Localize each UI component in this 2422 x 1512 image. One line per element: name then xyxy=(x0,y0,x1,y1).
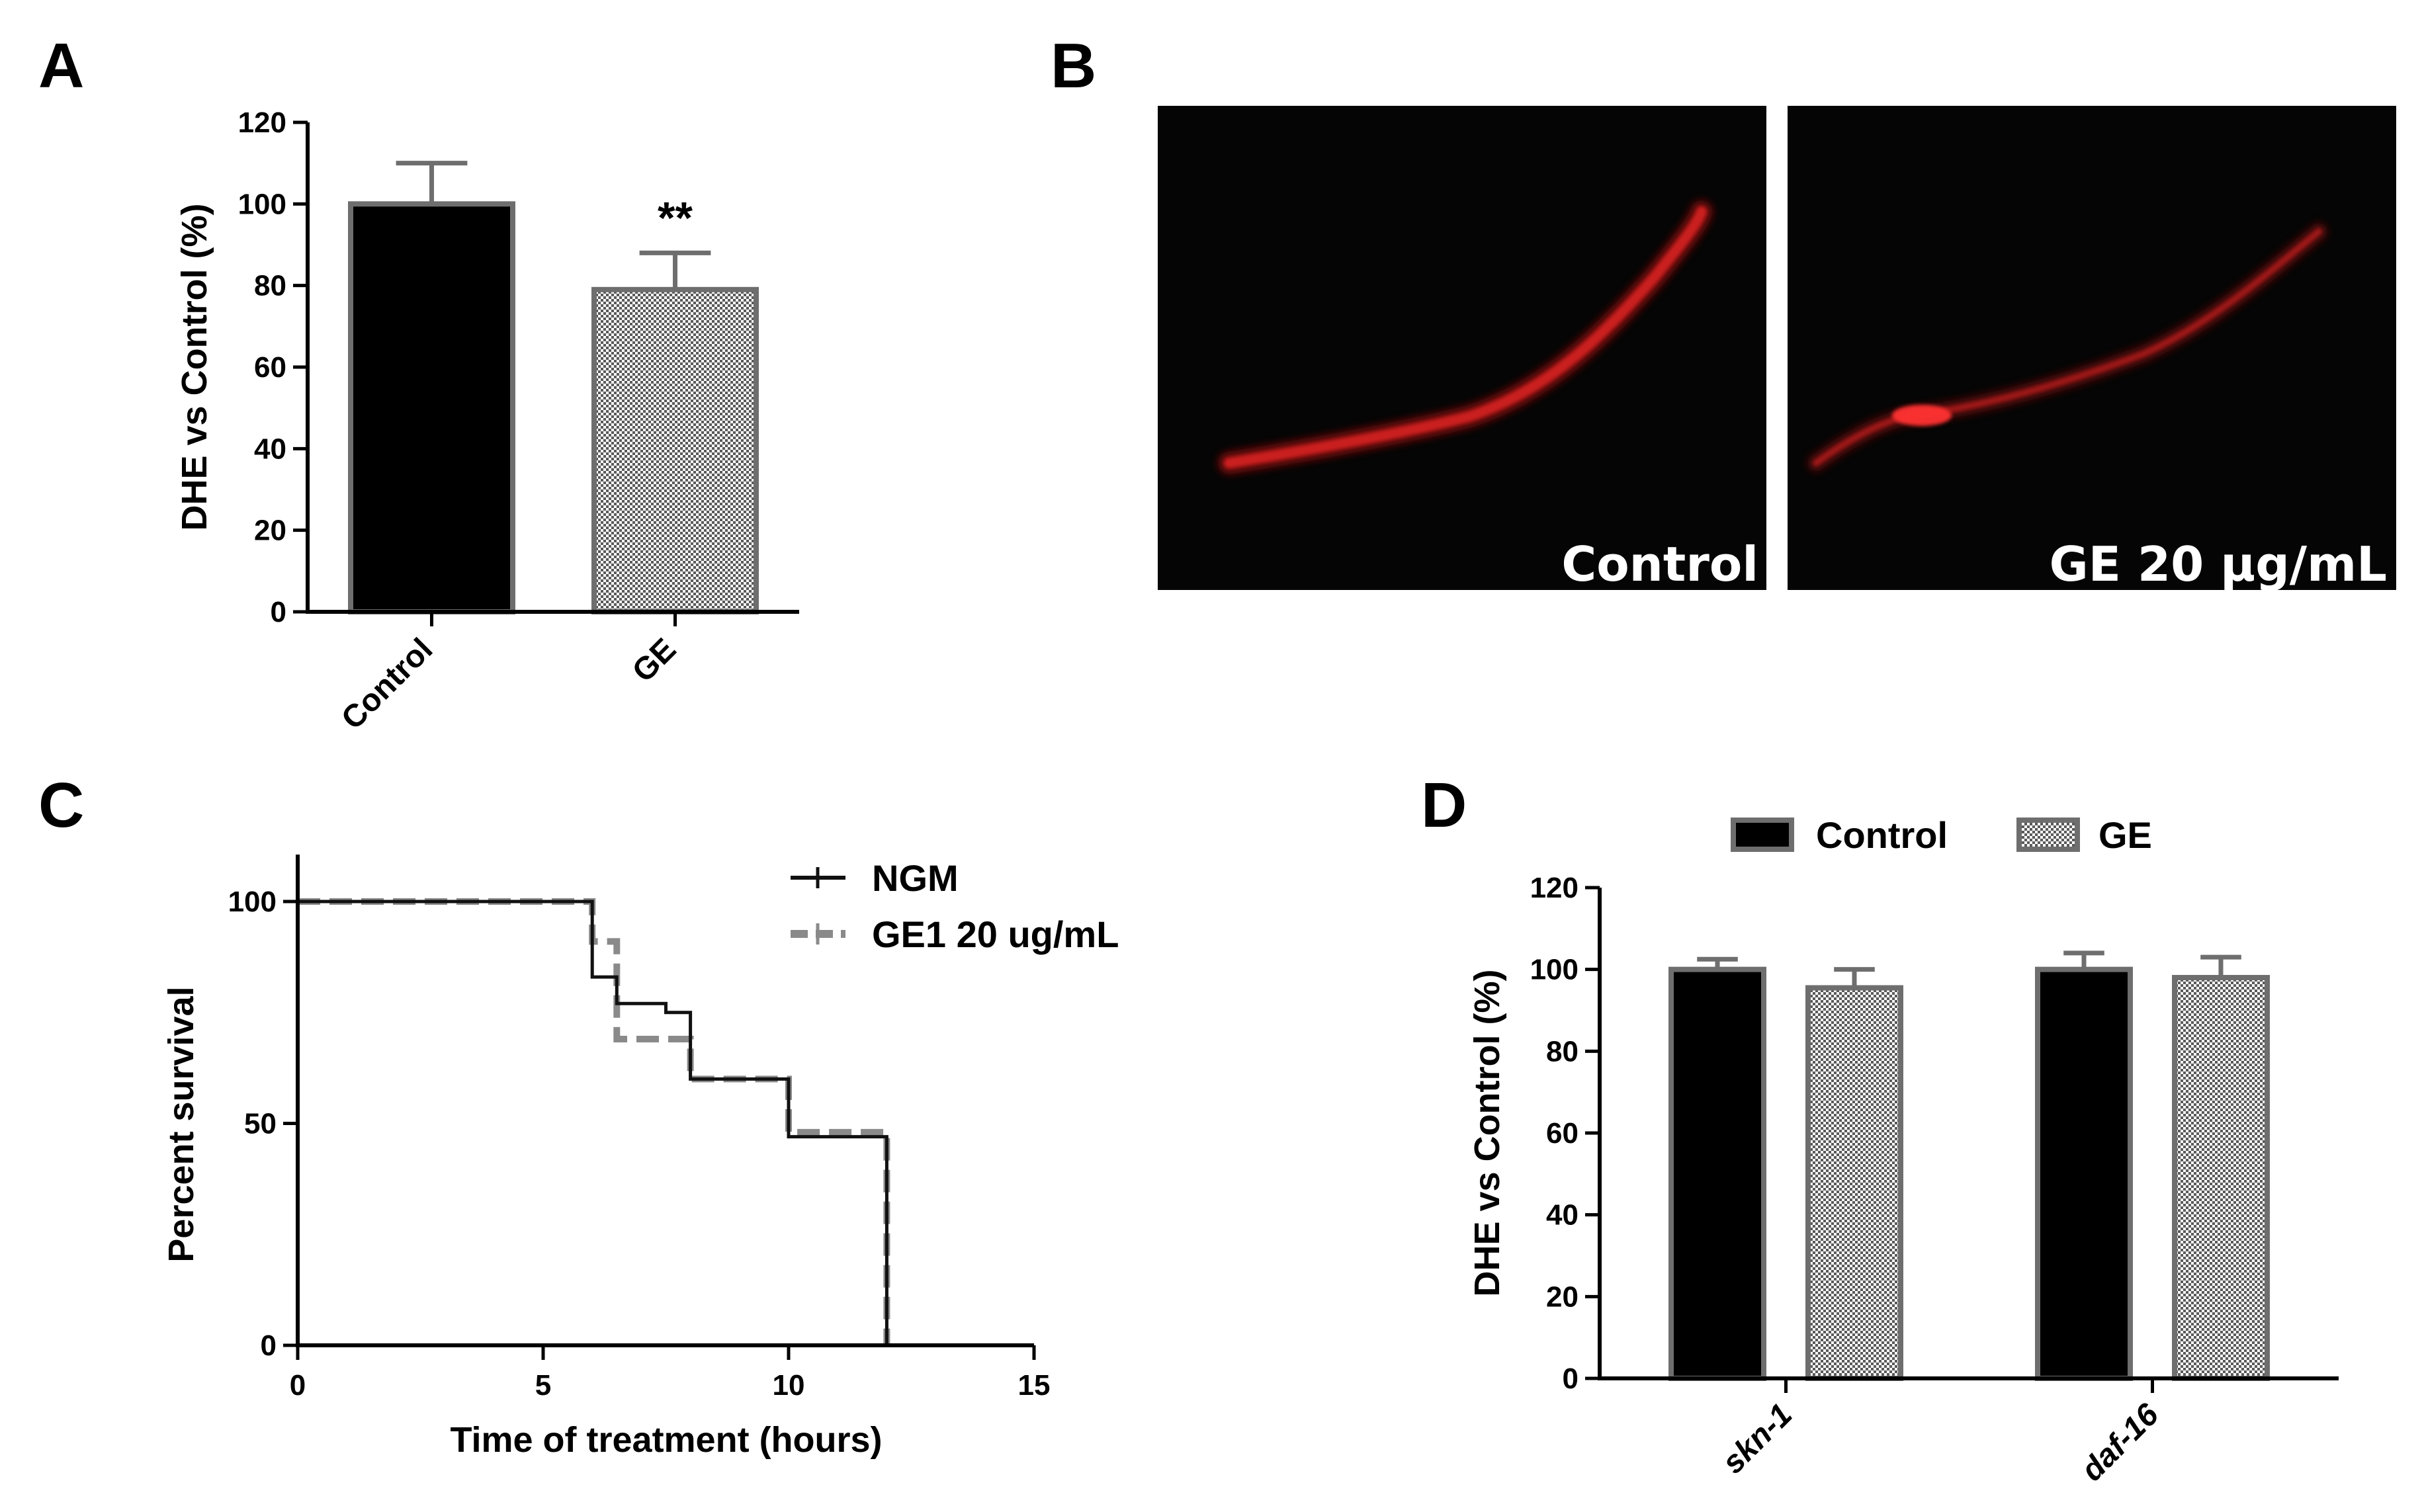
chart-a-y-tick-label-120: 120 xyxy=(238,106,286,139)
chart-d-skn-1-ge-bar xyxy=(1805,985,1903,1382)
chart-a-y-tick-label-0: 0 xyxy=(271,596,286,628)
chart-c-legend: NGM GE1 20 ug/mL xyxy=(791,857,1119,955)
chart-d-y-tick-label-40: 40 xyxy=(1546,1199,1579,1232)
chart-d-y-tick-label-120: 120 xyxy=(1530,872,1579,904)
chart-d-y-ticks: 0 20 40 60 80 100 120 xyxy=(1530,872,1600,1395)
chart-a-bars: ** xyxy=(348,161,759,615)
chart-c-x-tick-label-5: 5 xyxy=(535,1369,551,1402)
legend-ge1-label: GE1 20 ug/mL xyxy=(872,913,1119,955)
panel-letter-b: B xyxy=(1051,30,1096,101)
chart-a-x-tick-label-control: Control xyxy=(335,632,439,736)
chart-a-y-tick-label-40: 40 xyxy=(254,433,286,465)
chart-c-series-lines xyxy=(298,898,890,1345)
micrograph-ge-caption: GE 20 µg/mL xyxy=(2050,536,2387,592)
legend-control-swatch xyxy=(1731,818,1794,852)
worm-ge-body xyxy=(1813,228,2322,466)
chart-d-y-tick-label-20: 20 xyxy=(1546,1281,1579,1313)
chart-c-y-axis-title: Percent survival xyxy=(161,986,201,1262)
chart-c-x-tick-label-15: 15 xyxy=(1018,1369,1051,1402)
chart-d-x-ticks: skn-1 daf-16 xyxy=(1715,1378,2165,1488)
chart-c-y-tick-label-50: 50 xyxy=(244,1108,277,1140)
legend-ge-swatch xyxy=(2016,818,2080,852)
chart-d-daf-16-ge-bar xyxy=(2172,975,2270,1381)
chart-d-daf-16-control-bar xyxy=(2035,966,2133,1381)
chart-a-y-ticks: 0 20 40 60 80 100 120 xyxy=(238,106,308,628)
chart-c-y-tick-label-100: 100 xyxy=(228,886,277,918)
chart-c-y-ticks: 0 50 100 xyxy=(228,886,298,1362)
chart-a: ** 0 20 40 60 80 100 120 Control GE DHE vs Cont… xyxy=(175,106,799,736)
panel-b-images: Control GE 20 µg/mL xyxy=(1158,106,2396,592)
chart-a-ge-bar xyxy=(591,286,759,614)
chart-d: 0 20 40 60 80 100 120 skn-1 daf-16 DHE vs Contr… xyxy=(1467,814,2339,1488)
chart-a-y-tick-label-60: 60 xyxy=(254,351,286,384)
micrograph-control: Control xyxy=(1158,106,1766,592)
chart-d-y-axis-title: DHE vs Control (%) xyxy=(1467,969,1507,1296)
worm-control-body xyxy=(1224,206,1707,468)
panel-letter-a: A xyxy=(38,30,84,101)
chart-a-x-tick-label-ge: GE xyxy=(626,632,683,689)
chart-d-x-tick-label-skn-1: skn-1 xyxy=(1715,1397,1799,1480)
chart-d-legend: Control GE xyxy=(1731,814,2152,856)
chart-d-skn-1-control-bar xyxy=(1668,966,1766,1381)
micrograph-ge-background xyxy=(1788,106,2396,590)
micrograph-ge: GE 20 µg/mL xyxy=(1788,106,2396,592)
chart-a-control-bar xyxy=(348,201,515,615)
chart-c-x-tick-label-0: 0 xyxy=(290,1369,306,1402)
legend-control-label: Control xyxy=(1816,814,1948,856)
chart-d-y-tick-label-0: 0 xyxy=(1563,1363,1579,1395)
chart-c-x-tick-label-10: 10 xyxy=(773,1369,805,1402)
micrograph-control-caption: Control xyxy=(1561,536,1758,592)
chart-a-y-axis-title: DHE vs Control (%) xyxy=(175,203,214,530)
chart-c-x-axis-title: Time of treatment (hours) xyxy=(450,1420,882,1460)
panel-letter-c: C xyxy=(38,770,84,841)
chart-c-axes xyxy=(296,855,1034,1347)
chart-d-y-tick-label-60: 60 xyxy=(1546,1117,1579,1150)
worm-ge-head-spot xyxy=(1892,405,1952,426)
chart-a-significance-ge: ** xyxy=(658,192,693,243)
chart-d-bars xyxy=(1668,950,2270,1382)
legend-ge-label: GE xyxy=(2098,814,2152,856)
chart-d-y-tick-label-80: 80 xyxy=(1546,1035,1579,1068)
chart-a-y-tick-label-20: 20 xyxy=(254,515,286,547)
chart-c-y-tick-label-0: 0 xyxy=(261,1329,277,1362)
chart-c-series-ngm xyxy=(298,900,888,1345)
legend-ngm-label: NGM xyxy=(872,857,959,899)
chart-c: 0 50 100 0 5 10 15 Percent survival Time of t… xyxy=(161,855,1119,1460)
chart-a-x-ticks: Control GE xyxy=(335,612,683,736)
micrograph-control-background xyxy=(1158,106,1766,590)
chart-a-y-tick-label-100: 100 xyxy=(238,188,286,220)
chart-d-x-tick-label-daf-16: daf-16 xyxy=(2075,1397,2166,1488)
panel-letter-d: D xyxy=(1421,770,1467,841)
chart-d-y-tick-label-100: 100 xyxy=(1530,954,1579,986)
chart-a-y-tick-label-80: 80 xyxy=(254,270,286,302)
chart-c-x-ticks: 0 5 10 15 xyxy=(290,1345,1051,1402)
